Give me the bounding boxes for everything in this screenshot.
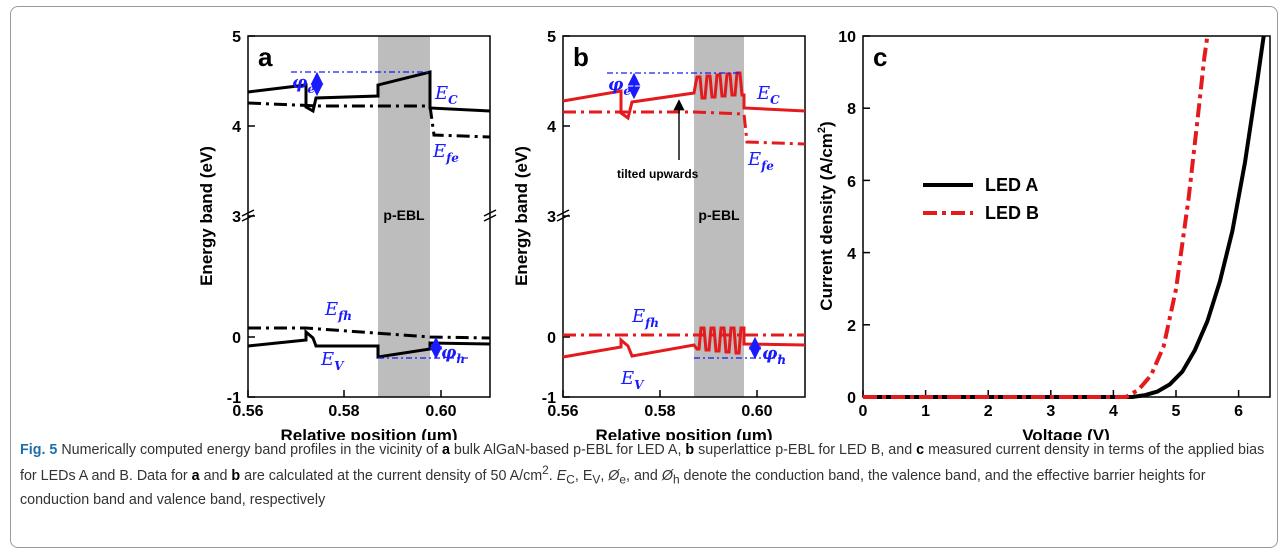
ev-label-a: EV: [320, 349, 345, 373]
ev-label-b: EV: [620, 368, 645, 392]
xlabel-c: Voltage (V): [1022, 426, 1110, 440]
series-efe-a: [247, 101, 491, 139]
xtick-c-5: 5: [1172, 403, 1181, 420]
xtick-c-3: 3: [1046, 403, 1055, 420]
ytick-c-4: 4: [847, 246, 856, 263]
phi-e-label-b: φe: [608, 75, 631, 98]
ylabel-a: Energy band (eV): [197, 146, 216, 286]
xtick-b-060: 0.60: [741, 403, 772, 420]
ytick-c-2: 2: [847, 318, 856, 335]
ytick-b-m1: -1: [542, 390, 556, 407]
ec-label-a: EC: [434, 83, 458, 107]
xtick-a-060: 0.60: [425, 403, 456, 420]
efh-label-b: Efh: [631, 306, 659, 330]
xtick-c-6: 6: [1234, 403, 1243, 420]
figure-caption: Fig. 5 Numerically computed energy band …: [20, 442, 1265, 508]
ytick-a-4: 4: [232, 119, 241, 136]
xtick-b-058: 0.58: [644, 403, 675, 420]
ylabel-c: Current density (A/cm2): [816, 121, 836, 310]
panel-label-a: a: [258, 42, 273, 72]
xtick-b-056: 0.56: [547, 403, 578, 420]
iv-curve-led-a: [863, 35, 1266, 399]
series-ev-b: [562, 326, 806, 359]
phi-h-label-b: φh: [762, 344, 786, 367]
panel-b: -1 0 3 4 5 0.56 0.58 0.60 Energy band (e…: [512, 29, 806, 440]
figure-5: -1 0 3 4 5 0.56 0.58 0.60 Energy band (e…: [197, 29, 1271, 440]
caption-label: Fig. 5: [20, 442, 58, 458]
efe-label-b: Efe: [747, 149, 774, 173]
ytick-a-3: 3: [232, 209, 241, 226]
xtick-a-058: 0.58: [328, 403, 359, 420]
legend-label-led-a: LED A: [985, 175, 1038, 195]
xtick-c-1: 1: [921, 403, 930, 420]
plot-frame-c: [862, 35, 1271, 398]
panel-label-c: c: [873, 42, 887, 72]
ytick-b-4: 4: [547, 119, 556, 136]
legend: LED A LED B: [923, 175, 1039, 223]
ytick-b-5: 5: [547, 29, 556, 46]
series-efe-b: [563, 110, 806, 146]
figure-frame: [10, 6, 1278, 548]
phi-h-label-a: φh: [441, 343, 465, 366]
panel-a: -1 0 3 4 5 0.56 0.58 0.60 Energy band (e…: [197, 29, 497, 440]
ytick-c-8: 8: [847, 101, 856, 118]
ytick-c-10: 10: [838, 29, 856, 46]
ytick-b-3: 3: [547, 209, 556, 226]
xtick-c-0: 0: [859, 403, 868, 420]
efh-label-a: Efh: [324, 299, 352, 323]
ytick-a-m1: -1: [227, 390, 241, 407]
ebl-label-b: p-EBL: [698, 207, 740, 223]
xtick-a-056: 0.56: [232, 403, 263, 420]
axis-break-a: [241, 209, 497, 222]
ylabel-b: Energy band (eV): [512, 146, 531, 286]
efe-label-a: Efe: [432, 141, 459, 165]
xlabel-a: Relative position (µm): [281, 426, 458, 440]
xtick-c-4: 4: [1109, 403, 1118, 420]
ytick-c-0: 0: [847, 390, 856, 407]
ebl-label-a: p-EBL: [383, 207, 425, 223]
phi-e-label-a: φe: [292, 73, 315, 96]
iv-curves: [863, 35, 1266, 399]
ytick-a-0: 0: [232, 330, 241, 347]
ytick-b-0: 0: [547, 330, 556, 347]
panel-c: 0 2 4 6 8 10 0 1 2 3 4 5 6: [816, 29, 1271, 440]
legend-label-led-b: LED B: [985, 203, 1039, 223]
iv-curve-led-b: [863, 35, 1210, 399]
xtick-c-2: 2: [984, 403, 993, 420]
series-ec-a: [247, 70, 491, 114]
ytick-c-6: 6: [847, 174, 856, 191]
xlabel-b: Relative position (µm): [596, 426, 773, 440]
ytick-a-5: 5: [232, 29, 241, 46]
tilt-note-b: tilted upwards: [617, 167, 699, 181]
series-efh-a: [248, 326, 491, 340]
ebl-shade-a: [378, 36, 430, 397]
panel-label-b: b: [573, 42, 589, 72]
ec-label-b: EC: [756, 83, 780, 107]
